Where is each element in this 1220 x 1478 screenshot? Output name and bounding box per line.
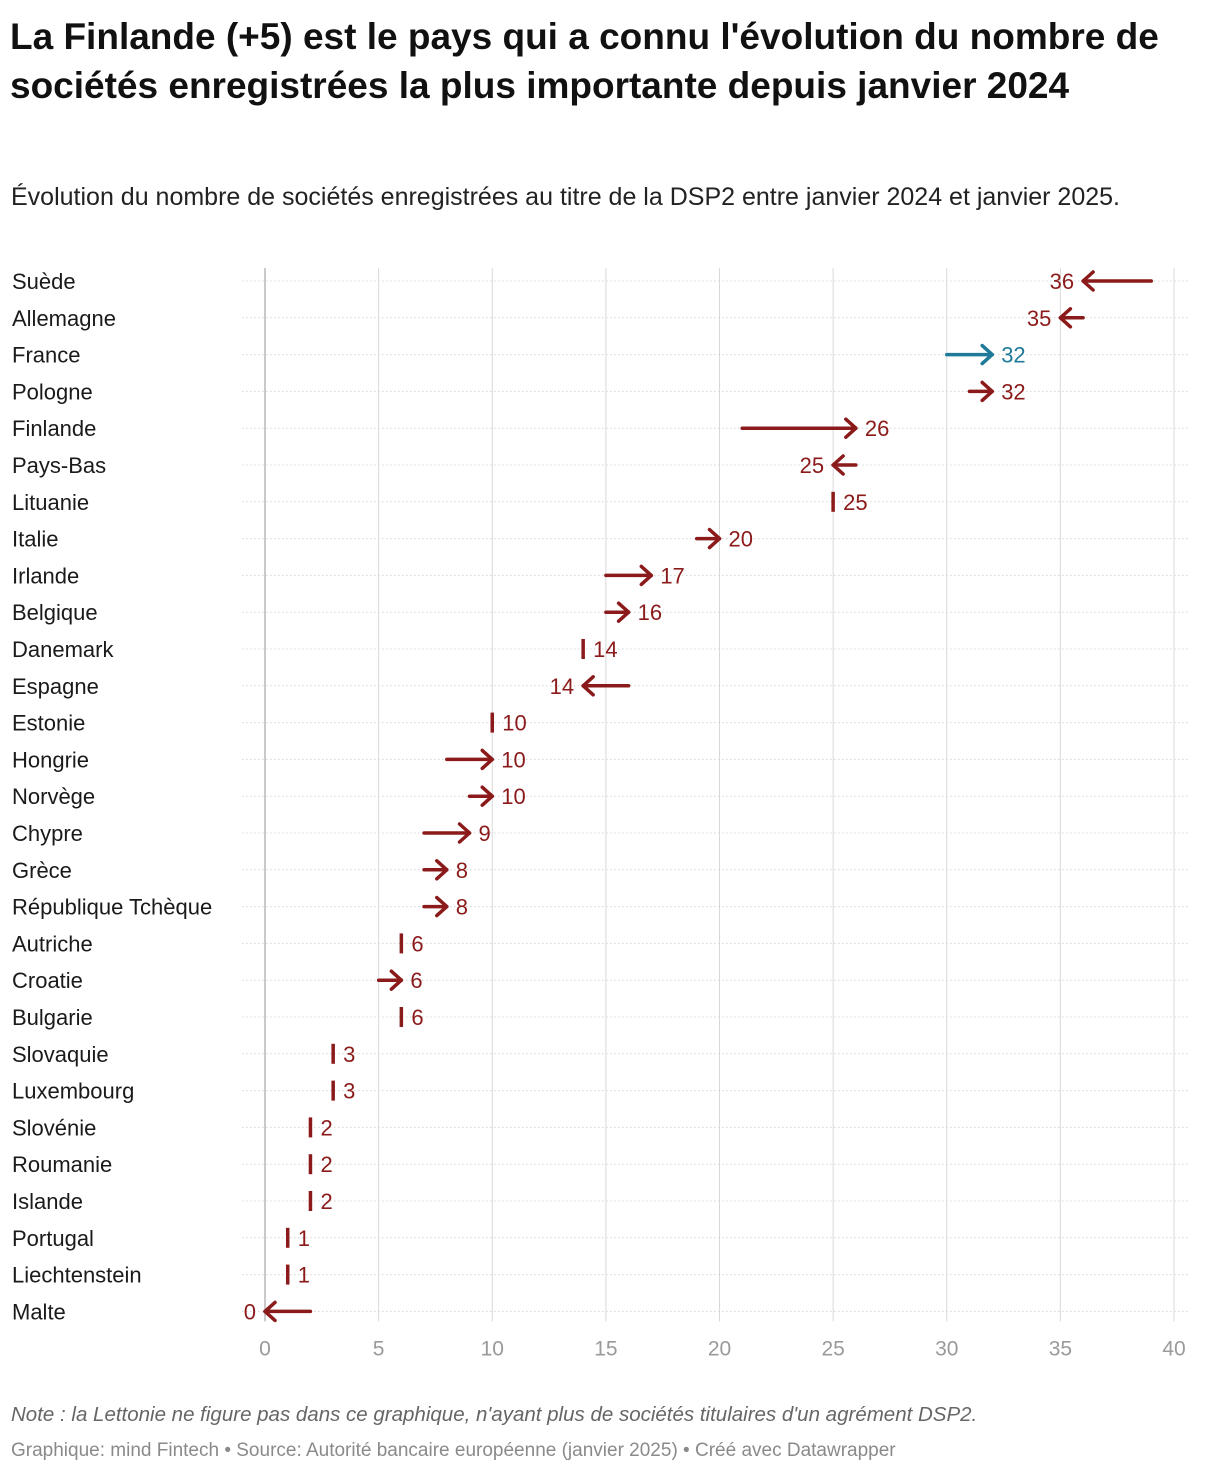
chart-subtitle: Évolution du nombre de sociétés enregist… <box>11 183 1120 211</box>
category-label: Slovénie <box>12 1115 96 1140</box>
value-label: 8 <box>456 858 468 883</box>
x-tick-label: 20 <box>708 1337 731 1360</box>
value-label: 25 <box>800 453 824 478</box>
arrow-head-croatie <box>389 969 404 991</box>
category-label: Luxembourg <box>12 1079 134 1104</box>
value-label: 14 <box>550 674 574 699</box>
value-label: 2 <box>320 1115 332 1140</box>
category-label: Autriche <box>12 931 93 956</box>
value-label: 6 <box>411 1005 423 1030</box>
category-label: Pays-Bas <box>12 453 106 478</box>
category-label: Italie <box>12 527 58 552</box>
arrow-head-italie <box>707 527 722 550</box>
category-label: Estonie <box>12 711 85 736</box>
value-label: 1 <box>298 1263 310 1288</box>
value-label: 6 <box>411 931 423 956</box>
category-label: Allemagne <box>12 306 116 331</box>
chart-title: La Finlande (+5) est le pays qui a connu… <box>10 16 1159 106</box>
category-label: République Tchèque <box>12 895 212 920</box>
arrow-head-malte <box>263 1300 277 1323</box>
x-tick-label: 10 <box>481 1337 504 1360</box>
value-label: 10 <box>501 784 525 809</box>
arrow-head-allemagne <box>1058 307 1073 329</box>
value-label: 2 <box>320 1189 332 1214</box>
category-label: Islande <box>12 1189 83 1214</box>
value-label: 3 <box>343 1079 355 1104</box>
category-label: Belgique <box>12 600 98 625</box>
value-label: 6 <box>410 968 422 993</box>
category-label: Danemark <box>12 637 114 662</box>
value-label: 36 <box>1050 269 1074 294</box>
value-label: 14 <box>593 637 617 662</box>
arrow-head-pologne <box>980 380 994 403</box>
x-tick-label: 35 <box>1049 1337 1072 1360</box>
category-label: Norvège <box>12 784 95 809</box>
arrow-head-grece <box>435 859 449 881</box>
arrow-head-irlande <box>639 564 654 587</box>
category-label: Espagne <box>12 674 99 699</box>
arrow-head-finlande <box>844 417 858 439</box>
value-label: 10 <box>501 747 525 772</box>
arrow-head-belgique <box>616 601 631 623</box>
x-tick-label: 25 <box>821 1337 844 1360</box>
value-label: 17 <box>660 563 684 588</box>
chart-note: Note : la Lettonie ne figure pas dans ce… <box>11 1403 978 1426</box>
category-label: Liechtenstein <box>12 1263 142 1288</box>
arrow-head-france <box>980 343 994 366</box>
value-label: 9 <box>479 821 491 846</box>
category-label: Chypre <box>12 821 83 846</box>
arrow-head-chypre <box>457 822 472 844</box>
arrow-head-republique-tcheque <box>435 895 449 918</box>
x-tick-label: 30 <box>935 1337 958 1360</box>
value-label: 25 <box>843 490 867 515</box>
x-tick-label: 40 <box>1162 1337 1185 1360</box>
x-tick-label: 0 <box>259 1337 271 1360</box>
category-label: Finlande <box>12 416 96 441</box>
value-label: 35 <box>1027 306 1051 331</box>
value-label: 1 <box>298 1226 310 1251</box>
value-label: 20 <box>729 527 753 552</box>
category-label: Hongrie <box>12 747 89 772</box>
value-label: 26 <box>865 416 889 441</box>
arrow-head-espagne <box>581 675 595 697</box>
arrow-head-pays-bas <box>831 454 845 476</box>
value-label: 32 <box>1001 379 1025 404</box>
category-label: Lituanie <box>12 490 89 515</box>
value-label: 32 <box>1001 343 1025 368</box>
chart-credit: Graphique: mind Fintech • Source: Autori… <box>11 1440 896 1461</box>
category-label: Pologne <box>12 379 93 404</box>
category-label: Slovaquie <box>12 1042 109 1067</box>
x-tick-label: 15 <box>594 1337 617 1360</box>
category-label: Bulgarie <box>12 1005 93 1030</box>
category-label: Irlande <box>12 563 79 588</box>
category-label: Roumanie <box>12 1152 112 1177</box>
value-label: 0 <box>244 1299 256 1324</box>
category-label: France <box>12 343 80 368</box>
category-label: Suède <box>12 269 76 294</box>
category-label: Portugal <box>12 1226 94 1251</box>
category-label: Malte <box>12 1299 66 1324</box>
value-label: 2 <box>320 1152 332 1177</box>
arrow-head-hongrie <box>480 748 494 771</box>
value-label: 10 <box>502 711 526 736</box>
category-label: Croatie <box>12 968 83 993</box>
value-label: 8 <box>456 895 468 920</box>
category-label: Grèce <box>12 858 72 883</box>
value-label: 16 <box>638 600 662 625</box>
arrow-head-suede <box>1081 270 1095 292</box>
value-label: 3 <box>343 1042 355 1067</box>
arrow-head-norvege <box>480 785 494 807</box>
x-tick-label: 5 <box>373 1337 385 1360</box>
